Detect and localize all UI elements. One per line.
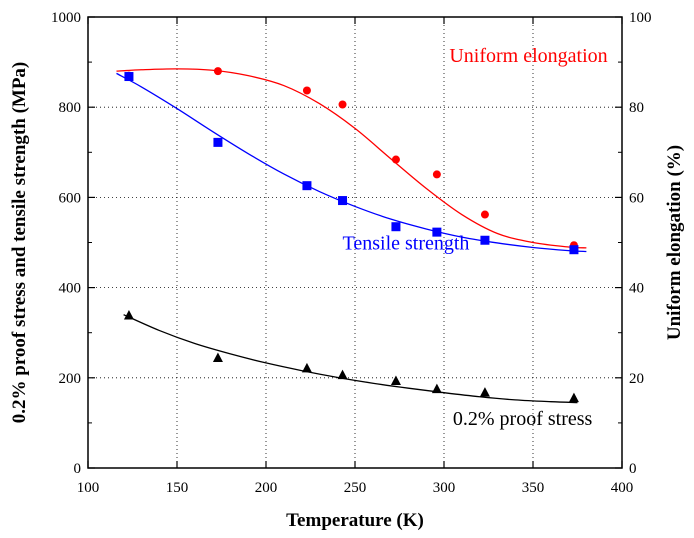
data-point	[301, 362, 312, 373]
y-tick-label: 800	[59, 100, 82, 116]
y-tick-label: 400	[59, 281, 82, 297]
data-point	[124, 72, 134, 82]
data-point	[479, 387, 490, 397]
data-point	[302, 86, 311, 95]
y-tick-label: 0	[74, 461, 82, 477]
x-tick-label: 400	[611, 480, 634, 496]
y2-tick-label: 20	[629, 371, 644, 387]
data-point	[213, 137, 223, 147]
annotation-proof-stress: 0.2% proof stress	[453, 408, 593, 430]
data-point	[213, 67, 222, 76]
y-tick-label: 600	[59, 190, 82, 206]
y2-tick-label: 80	[629, 100, 644, 116]
y2-tick-label: 100	[629, 10, 652, 26]
x-tick-label: 200	[255, 480, 278, 496]
data-point	[568, 392, 579, 403]
series-tensile-strength	[116, 72, 587, 255]
grid	[88, 17, 622, 468]
data-point	[432, 227, 442, 237]
data-point	[390, 375, 401, 385]
fit-curve-tensile-strength	[116, 72, 587, 253]
x-tick-label: 150	[166, 480, 189, 496]
data-point	[431, 383, 442, 394]
data-point	[338, 196, 348, 206]
data-point	[569, 245, 579, 255]
data-point	[391, 222, 401, 232]
data-point	[480, 210, 489, 219]
series-layer	[116, 67, 587, 404]
fit-curve-0-2-proof-stress	[123, 314, 578, 404]
x-tick-label: 300	[433, 480, 456, 496]
data-point	[337, 369, 348, 380]
ticks: 100 150 200 250 300 350 400 0 200 400 600 800 1000 0 2…	[51, 10, 652, 496]
data-point	[123, 310, 134, 320]
y-axis-label: 0.2% proof stress and tensile strength (…	[9, 62, 30, 424]
x-tick-label: 100	[77, 480, 100, 496]
y-tick-label: 200	[59, 371, 82, 387]
data-point	[432, 170, 441, 179]
y-tick-label: 1000	[51, 10, 81, 26]
x-axis-label: Temperature (K)	[286, 510, 424, 531]
annotation-uniform-elongation: Uniform elongation	[449, 45, 607, 67]
data-point	[302, 181, 312, 191]
fit-curve-uniform-elongation	[116, 68, 587, 249]
data-point	[480, 235, 490, 245]
series-uniform-elongation	[116, 67, 587, 250]
annotation-tensile-strength: Tensile strength	[343, 232, 470, 254]
x-tick-label: 350	[522, 480, 545, 496]
y2-tick-label: 60	[629, 190, 644, 206]
y2-tick-label: 0	[629, 461, 637, 477]
data-point	[338, 100, 347, 109]
y2-axis-label: Uniform elongation (%)	[664, 145, 685, 340]
y2-tick-label: 40	[629, 281, 644, 297]
series-0-2-proof-stress	[123, 310, 579, 404]
data-point	[212, 352, 223, 362]
data-point	[391, 155, 400, 164]
x-tick-label: 250	[344, 480, 367, 496]
